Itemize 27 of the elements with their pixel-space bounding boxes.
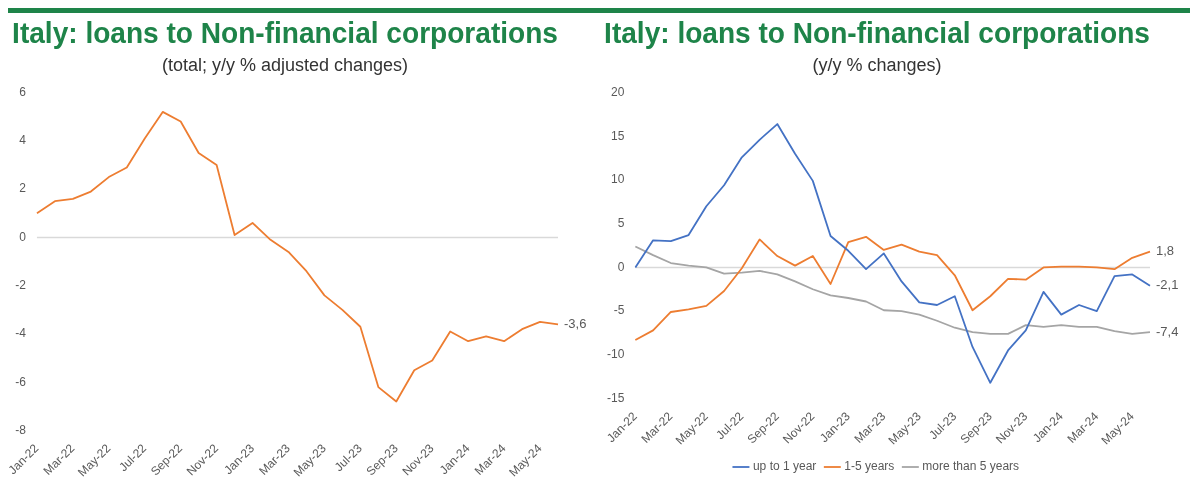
y-tick-label: -4 [15, 326, 27, 341]
y-tick-label: -8 [15, 422, 27, 437]
y-tick-label: 0 [19, 229, 27, 244]
y-tick-label: 4 [19, 133, 27, 148]
data-label: -3,6 [564, 315, 587, 331]
chart-title: Italy: loans to Non-financial corporations [12, 16, 558, 50]
y-tick-label: -5 [613, 303, 625, 318]
data-label: -7,4 [1156, 323, 1179, 339]
y-tick-label: 6 [19, 84, 27, 99]
chart-title: Italy: loans to Non-financial corporations [604, 16, 1150, 50]
y-tick-label: -6 [15, 374, 27, 389]
y-tick-label: 10 [610, 172, 625, 187]
y-tick-label: -15 [607, 390, 625, 405]
legend-label: up to 1 year [752, 459, 817, 474]
chart-subtitle: (total; y/y % adjusted changes) [161, 54, 409, 75]
y-tick-label: -2 [15, 278, 27, 293]
legend-label: 1-5 years [844, 459, 895, 474]
data-label: -2,1 [1156, 277, 1179, 293]
y-tick-label: 20 [610, 84, 625, 99]
data-label: 1,8 [1156, 243, 1175, 259]
y-tick-label: 0 [617, 259, 625, 274]
y-tick-label: 5 [617, 216, 625, 231]
y-tick-label: 2 [19, 181, 27, 196]
chart-subtitle: (y/y % changes) [812, 54, 942, 75]
legend-label: more than 5 years [922, 459, 1020, 474]
y-tick-label: 15 [610, 128, 625, 143]
y-tick-label: -10 [607, 347, 625, 362]
